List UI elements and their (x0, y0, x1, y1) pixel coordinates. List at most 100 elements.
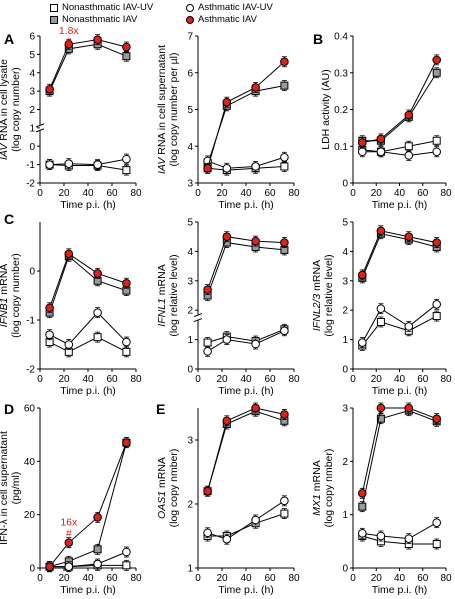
series-line (362, 151, 437, 156)
y-tick-label: 1 (187, 564, 193, 575)
y-axis-label: LDH activity (AU) (320, 69, 332, 150)
x-tick-label: 40 (240, 188, 252, 199)
y-tick-label: 2 (342, 457, 348, 468)
y-tick-label: 0 (29, 564, 35, 575)
data-point (93, 269, 102, 278)
chart-panel-c3: 0 1 2 3 4 5 0 20 40 60 80 Time p.i. (h) IFNL2/3 mRNA… (311, 218, 452, 398)
x-tick-label: 80 (288, 573, 300, 584)
y-axis-label: IFN-λ in cell supernatant(pg/ml) (0, 431, 22, 545)
data-point (122, 52, 131, 61)
chart-panel-e: 1 2 3 0 20 40 60 80 Time p.i. (h) OAS1 mRNA(log c… (156, 402, 300, 596)
data-point (45, 330, 54, 340)
y-tick-label: 5 (29, 50, 35, 61)
y-tick-label: 1 (342, 510, 348, 521)
y-tick-label: -2 (26, 365, 35, 376)
data-point (64, 340, 74, 349)
series-line (49, 336, 127, 353)
series-line (207, 330, 285, 352)
series-line (207, 500, 285, 540)
y-tick-label: 60 (24, 404, 36, 415)
legend-item: Asthmatic IAV-UV (186, 2, 273, 13)
series-line (207, 242, 285, 296)
x-tick-label: 0 (37, 188, 43, 199)
legend-label: Nonasthmatic IAV-UV (62, 2, 154, 13)
x-tick-label: 40 (240, 374, 252, 385)
chart-panel-e2: 0 1 2 3 0 20 40 60 80 Time p.i. (h) MX1 mRNA(log c… (311, 402, 452, 596)
x-tick-label: 0 (350, 573, 356, 584)
y-tick-label: 5 (187, 105, 193, 116)
data-point (432, 300, 442, 309)
series-line (49, 311, 127, 346)
legend-label: Asthmatic IAV-UV (198, 2, 273, 13)
y-tick-label: 20 (24, 510, 36, 521)
data-point (251, 403, 260, 413)
axis-break-mark (35, 123, 45, 128)
data-point (280, 410, 289, 419)
square-grey-icon (50, 15, 58, 24)
x-tick-label: 20 (371, 573, 383, 584)
data-point (203, 338, 212, 347)
y-tick-label: 0 (29, 267, 35, 278)
x-tick-label: 60 (264, 374, 276, 385)
y-axis-label: OAS1 mRNA(log copy nmber) (156, 449, 180, 528)
y-tick-label: 0 (29, 142, 35, 153)
y-tick-label: 3 (187, 436, 193, 447)
data-point (122, 42, 131, 52)
data-point (222, 97, 232, 107)
series-line (49, 39, 127, 90)
series-line (207, 410, 285, 492)
y-axis-label: MX1 mRNA(log copy nmber) (311, 449, 335, 528)
y-tick-label: 5 (342, 218, 348, 229)
y-tick-label: 3 (187, 276, 193, 287)
data-point (376, 304, 386, 314)
y-tick-label: 0.4 (334, 32, 348, 43)
data-point (358, 147, 367, 157)
data-point (122, 278, 131, 288)
data-point (64, 39, 74, 49)
x-tick-label: 80 (440, 573, 452, 584)
y-tick-label: 3 (187, 179, 193, 190)
x-axis-label: Time p.i. (h) (60, 385, 116, 397)
x-tick-label: 20 (371, 188, 383, 199)
legend-label: Asthmatic IAV (198, 14, 257, 25)
data-point (358, 138, 367, 147)
x-tick-label: 80 (440, 374, 452, 385)
data-point (122, 154, 131, 164)
data-point (93, 35, 102, 44)
data-point (64, 159, 74, 169)
legend-item: Asthmatic IAV (186, 14, 257, 25)
x-tick-label: 60 (264, 188, 276, 199)
x-axis-label: Time p.i. (h) (60, 584, 116, 596)
data-point (404, 232, 414, 241)
fold-change-annotation: 1.8x (59, 25, 80, 37)
y-tick-label: 1 (342, 335, 348, 346)
data-point (280, 496, 289, 506)
data-point (251, 339, 260, 349)
circle-open-icon (186, 3, 194, 12)
chart-panel-b: 0 0.1 0.2 0.3 0.4 0 20 40 60 80 Time p.i. (h) LDH a… (320, 32, 452, 212)
data-point (432, 68, 441, 77)
data-point (280, 81, 289, 90)
y-tick-label: 7 (187, 32, 193, 43)
x-axis-label: Time p.i. (h) (372, 385, 428, 397)
y-tick-label: 1 (187, 335, 193, 346)
y-tick-label: 40 (24, 457, 36, 468)
x-tick-label: 0 (350, 188, 356, 199)
y-tick-label: 2 (187, 500, 193, 511)
y-tick-label: 2 (29, 105, 35, 116)
data-point (122, 347, 131, 356)
panel-letter-a: A (4, 31, 14, 47)
series-line (362, 535, 437, 545)
x-axis-label: Time p.i. (h) (60, 199, 116, 211)
series-line (49, 253, 127, 308)
x-tick-label: 80 (288, 374, 300, 385)
panel-letter-c: C (4, 211, 14, 227)
y-tick-label: -1 (26, 160, 35, 171)
x-tick-label: 60 (106, 188, 118, 199)
x-tick-label: 20 (58, 188, 70, 199)
x-tick-label: 0 (350, 374, 356, 385)
series-line (361, 407, 437, 494)
data-point (203, 486, 212, 496)
x-tick-label: 0 (37, 573, 43, 584)
data-point (404, 142, 413, 151)
